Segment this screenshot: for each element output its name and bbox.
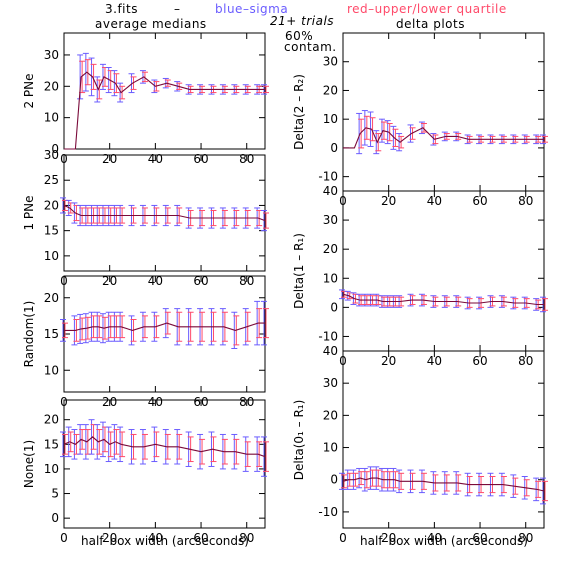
panel-frame	[342, 190, 545, 352]
xtick-label: 60	[472, 354, 487, 368]
ytick-label: 0	[51, 142, 59, 156]
ytick-label: 30	[323, 55, 338, 69]
panel-xlabel: half–box width (arcseconds)	[360, 534, 528, 548]
xtick-label: 20	[381, 194, 396, 208]
ytick-label: 15	[44, 224, 59, 238]
xtick-label: 80	[239, 531, 254, 545]
panel-frame	[63, 399, 266, 529]
median-line	[64, 322, 265, 331]
ytick-label: 15	[44, 437, 59, 451]
ytick-label: 0	[330, 473, 338, 487]
median-line	[64, 71, 265, 150]
ytick-label: 20	[323, 242, 338, 256]
panel-xlabel: half–box width (arcseconds)	[81, 534, 249, 548]
ytick-label: 10	[44, 363, 59, 377]
ytick-label: 25	[44, 173, 59, 187]
figure-header: 3.fits – blue–sigma red–upper/lower quar…	[95, 2, 507, 54]
ytick-label: 40	[323, 184, 338, 198]
ytick-label: 10	[323, 271, 338, 285]
xtick-label: 40	[427, 194, 442, 208]
ytick-label: 10	[44, 462, 59, 476]
ytick-label: 0	[330, 300, 338, 314]
xtick-label: 20	[102, 531, 117, 545]
panel-ylabel: None(1)	[22, 440, 36, 488]
panel-left-2: 1 PNe1015202530020406080	[22, 148, 269, 288]
xtick-label: 60	[472, 531, 487, 545]
panel-left-1: 2 PNe0102030020406080	[22, 32, 269, 166]
xtick-label: 0	[60, 531, 68, 545]
ytick-label: 5	[51, 487, 59, 501]
xtick-label: 40	[148, 531, 163, 545]
header-contam-pct: 60%	[285, 29, 313, 43]
panel-marks: 0 5 10 15 20 0 20 40 60 80	[44, 400, 269, 545]
ytick-label: 30	[44, 148, 59, 162]
ytick-label: 20	[44, 291, 59, 305]
xtick-label: 0	[339, 531, 347, 545]
panel-frame	[63, 32, 266, 150]
ytick-label: 40	[323, 344, 338, 358]
ytick-label: 20	[44, 198, 59, 212]
header-contam-label: contam.	[284, 40, 337, 54]
header-dash: –	[174, 2, 181, 16]
panel-right-3: Delta(0₁ – R₁) half–box width (arcseconds…	[292, 344, 548, 548]
panel-ylabel: Random(1)	[22, 301, 36, 368]
xtick-label: 80	[518, 354, 533, 368]
header-trials: 21+ trials	[270, 14, 334, 28]
header-left-title: average medians	[95, 17, 207, 31]
header-blue-label: blue–sigma	[215, 2, 288, 16]
median-line	[63, 204, 266, 222]
ytick-label: 30	[44, 48, 59, 62]
ytick-label: 10	[44, 249, 59, 263]
xtick-label: 40	[427, 354, 442, 368]
ytick-label: 30	[323, 376, 338, 390]
median-line	[63, 436, 266, 458]
xtick-label: 60	[193, 531, 208, 545]
header-right-title: delta plots	[396, 17, 465, 31]
ytick-label: 30	[323, 213, 338, 227]
panel-left-4: None(1) half–box width (arcseconds) 0 5 10 15…	[22, 399, 269, 548]
panel-ylabel: Delta(0₁ – R₁)	[292, 400, 306, 481]
median-line	[343, 127, 544, 149]
ytick-label: 20	[44, 79, 59, 93]
header-file: 3.fits	[105, 2, 138, 16]
ytick-label: 0	[330, 141, 338, 155]
xtick-label: 60	[472, 194, 487, 208]
ytick-label: 10	[44, 111, 59, 125]
ytick-label: -10	[318, 505, 338, 519]
panel-marks: 1015202530020406080	[44, 148, 269, 288]
header-red-label: red–upper/lower quartile	[347, 2, 507, 16]
panel-frame	[63, 275, 266, 393]
ytick-label: 20	[44, 413, 59, 427]
xtick-label: 20	[381, 531, 396, 545]
panel-ylabel: Delta(1 – R₁)	[292, 233, 306, 309]
xtick-label: 20	[381, 354, 396, 368]
panel-frame	[342, 350, 545, 529]
xtick-label: 80	[518, 531, 533, 545]
panel-ylabel: 2 PNe	[22, 73, 36, 108]
ytick-label: 0	[51, 511, 59, 525]
ytick-label: -10	[318, 170, 338, 184]
panel-ylabel: 1 PNe	[22, 195, 36, 230]
median-line	[342, 293, 544, 306]
panel-frame	[63, 154, 266, 272]
panel-ylabel: Delta(2 – R₂)	[292, 74, 306, 150]
xtick-label: 80	[518, 194, 533, 208]
ytick-label: 20	[323, 83, 338, 97]
ytick-label: 10	[323, 112, 338, 126]
ytick-label: 15	[44, 327, 59, 341]
ytick-label: 10	[323, 441, 338, 455]
ytick-label: 20	[323, 408, 338, 422]
median-line	[342, 477, 545, 492]
ytick-label: -10	[318, 329, 338, 343]
xtick-label: 40	[427, 531, 442, 545]
